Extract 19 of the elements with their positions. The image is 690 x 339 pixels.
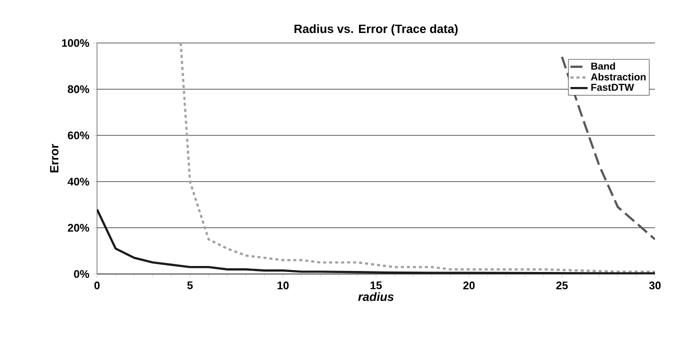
y-tick-label: 0% (74, 270, 90, 278)
x-tick-label: 10 (278, 282, 289, 290)
legend-label: Band (591, 62, 615, 70)
chart-title: Radius vs. Error (Trace data) (294, 24, 458, 36)
x-axis-title: radius (358, 292, 394, 302)
x-tick-label: 5 (187, 282, 193, 290)
x-tick-label: 0 (94, 282, 100, 290)
legend-label: Abstraction (590, 73, 646, 80)
x-tick-label: 15 (370, 282, 382, 290)
y-tick-label: 40% (68, 178, 90, 186)
y-tick-label: 80% (68, 85, 90, 94)
x-tick-label: 30 (649, 282, 661, 290)
y-tick-label: 60% (68, 132, 90, 140)
x-tick-label: 25 (556, 282, 568, 290)
legend-label: FastDTW (591, 84, 634, 91)
y-tick-label: 20% (68, 224, 90, 232)
x-tick-label: 20 (463, 282, 475, 290)
y-tick-label: 100% (62, 39, 90, 47)
y-axis-title: Error (50, 144, 58, 172)
